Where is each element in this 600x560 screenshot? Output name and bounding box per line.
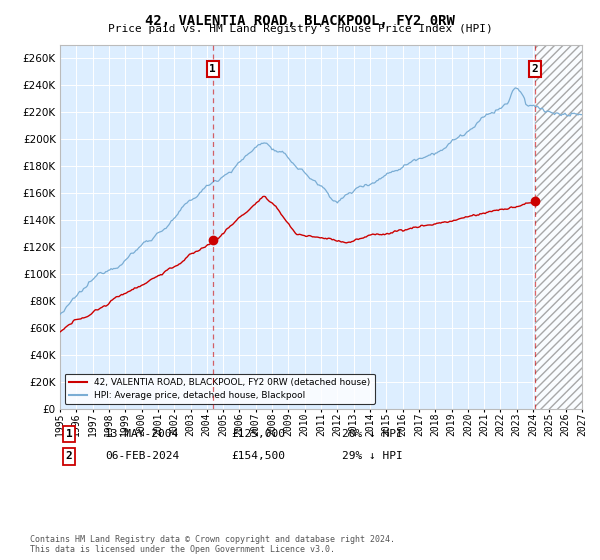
Text: Contains HM Land Registry data © Crown copyright and database right 2024.
This d: Contains HM Land Registry data © Crown c… [30,535,395,554]
Text: 2: 2 [65,451,73,461]
Text: 2: 2 [532,64,538,74]
Text: 29% ↓ HPI: 29% ↓ HPI [342,451,403,461]
Text: 06-FEB-2024: 06-FEB-2024 [105,451,179,461]
Text: 1: 1 [209,64,216,74]
Bar [535,45,582,409]
Text: 13-MAY-2004: 13-MAY-2004 [105,429,179,439]
Text: Price paid vs. HM Land Registry's House Price Index (HPI): Price paid vs. HM Land Registry's House … [107,24,493,34]
Text: 1: 1 [65,429,73,439]
Text: 20% ↓ HPI: 20% ↓ HPI [342,429,403,439]
Text: £125,000: £125,000 [231,429,285,439]
Legend: 42, VALENTIA ROAD, BLACKPOOL, FY2 0RW (detached house), HPI: Average price, deta: 42, VALENTIA ROAD, BLACKPOOL, FY2 0RW (d… [65,374,375,404]
Text: 42, VALENTIA ROAD, BLACKPOOL, FY2 0RW: 42, VALENTIA ROAD, BLACKPOOL, FY2 0RW [145,14,455,28]
Text: £154,500: £154,500 [231,451,285,461]
